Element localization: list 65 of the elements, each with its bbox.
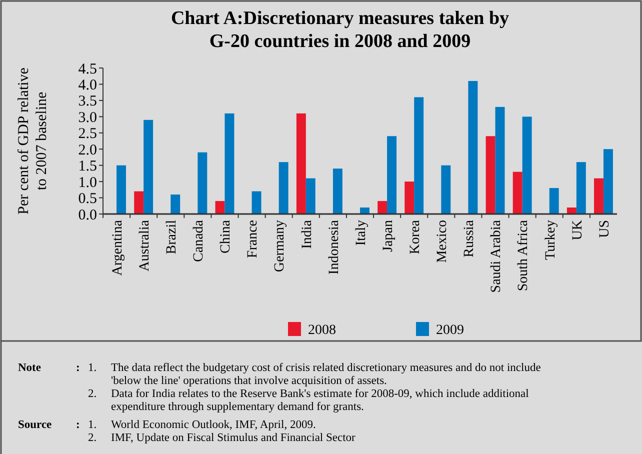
bar bbox=[522, 116, 532, 214]
x-tick-label: Argentina bbox=[110, 219, 126, 276]
x-tick-label: Canada bbox=[192, 219, 207, 262]
y-tick-label: 3.5 bbox=[78, 94, 97, 110]
bar bbox=[441, 165, 451, 214]
y-tick-label: 2.0 bbox=[78, 142, 97, 158]
bar bbox=[116, 165, 126, 214]
bar bbox=[387, 136, 397, 214]
bar bbox=[378, 201, 388, 214]
x-tick-label: Saudi Arabia bbox=[489, 219, 504, 293]
x-tick-label: Mexico bbox=[435, 220, 450, 263]
y-tick-label: 0.5 bbox=[78, 191, 97, 208]
bar bbox=[144, 120, 154, 214]
bar bbox=[404, 182, 414, 214]
y-tick-label: 2.5 bbox=[78, 126, 97, 142]
bar bbox=[594, 178, 604, 214]
x-tick-label: Korea bbox=[408, 219, 424, 254]
bar bbox=[495, 106, 505, 214]
bar bbox=[278, 162, 288, 214]
x-tick-label: Indonesia bbox=[326, 219, 342, 274]
bar bbox=[296, 113, 306, 214]
bar bbox=[134, 191, 144, 214]
x-tick-label: Australia bbox=[137, 219, 152, 272]
x-tick-label: Brazil bbox=[164, 220, 180, 254]
y-tick-label: 0.0 bbox=[78, 207, 97, 224]
bar bbox=[603, 149, 613, 214]
text: Source : 1. World Economic Outlook, IMF, April, 2009. bbox=[18, 419, 316, 431]
bar bbox=[512, 172, 522, 214]
bar bbox=[224, 113, 234, 214]
bar bbox=[306, 178, 316, 214]
bar bbox=[360, 208, 370, 214]
x-tick-label: US bbox=[597, 220, 612, 238]
x-tick-label: Japan bbox=[380, 220, 396, 252]
y-tick-label: 4.0 bbox=[78, 77, 97, 94]
bar bbox=[414, 97, 424, 214]
y-tick-label: 1.5 bbox=[78, 158, 97, 175]
x-tick-label: Russia bbox=[462, 219, 478, 258]
bar bbox=[332, 168, 342, 214]
text: 2. Data for India relates to the Reserve Bank's estimate for 2008-09, which include additional expenditure through supplementary demand for grants. bbox=[88, 388, 529, 413]
bar bbox=[566, 208, 576, 214]
x-tick-label: China bbox=[218, 219, 234, 254]
x-tick-label: India bbox=[300, 219, 315, 249]
chart-title: Chart A:Discretionary measures taken by G-20 countries in 2008 and 2009 bbox=[170, 8, 510, 52]
bar bbox=[468, 80, 478, 214]
bar bbox=[252, 191, 262, 214]
bar bbox=[549, 188, 559, 214]
x-tick-label: Turkey bbox=[543, 220, 558, 260]
y-tick-label: 3.0 bbox=[78, 110, 97, 126]
x-tick-label: UK bbox=[570, 220, 586, 240]
y-axis-title: Per cent of GDP relative to 2007 baseline bbox=[16, 67, 50, 214]
y-tick-label: 1.0 bbox=[78, 174, 97, 191]
bar bbox=[576, 162, 586, 214]
legend-label: 2008 bbox=[308, 323, 336, 338]
bar bbox=[215, 201, 225, 214]
text: 2. IMF, Update on Fiscal Stimulus and Financial Sector bbox=[88, 432, 356, 444]
x-tick-label: South Africa bbox=[516, 219, 532, 292]
bar bbox=[486, 136, 496, 214]
x-tick-label: Germany bbox=[272, 220, 288, 272]
bar bbox=[170, 194, 180, 214]
x-tick-label: France bbox=[246, 220, 261, 258]
legend-label: 2009 bbox=[436, 323, 464, 338]
bar bbox=[198, 152, 208, 214]
text: Note : 1. The data reflect the budgetary cost of crisis related discretionary measures and do not include 'below the line' operations that involve acquisition of assets. bbox=[18, 362, 541, 387]
y-tick-label: 4.5 bbox=[78, 61, 97, 78]
x-tick-label: Italy bbox=[354, 220, 369, 246]
